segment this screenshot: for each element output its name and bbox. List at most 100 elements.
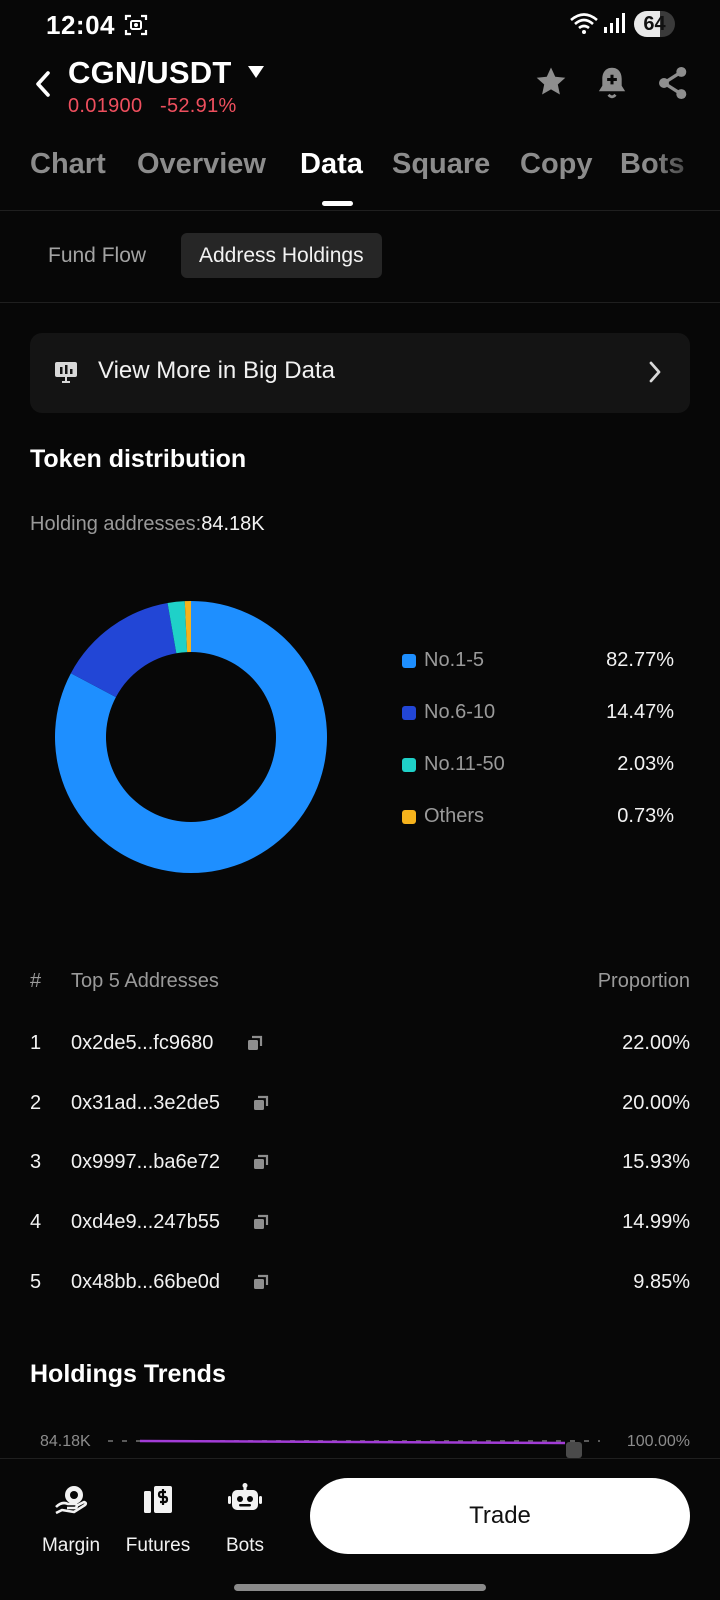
legend-swatch [402, 810, 416, 824]
view-big-data-card[interactable]: View More in Big Data [30, 333, 690, 413]
legend-value: 0.73% [617, 805, 674, 827]
holding-addresses: Holding addresses:84.18K [30, 513, 265, 536]
battery-fill [634, 11, 661, 37]
battery-indicator: 64 [634, 11, 675, 37]
futures-icon [144, 1486, 172, 1513]
table-row: 4 0xd4e9...247b55 14.99% [0, 1211, 720, 1241]
trend-series-line [139, 1439, 566, 1445]
copy-icon[interactable] [252, 1153, 270, 1171]
nav-futures[interactable]: Futures [113, 1483, 203, 1563]
address-value: 0xd4e9...247b55 [71, 1211, 221, 1233]
tabs-divider [0, 210, 720, 211]
legend-value: 82.77% [606, 649, 674, 671]
legend-swatch [402, 706, 416, 720]
legend-row-top6-10: No.6-10 14.47% [402, 698, 674, 728]
address-rank: 1 [30, 1032, 42, 1054]
copy-icon[interactable] [252, 1213, 270, 1231]
battery-level: 64 [643, 13, 666, 35]
share-icon[interactable] [656, 65, 690, 101]
legend-label: No.1-5 [424, 649, 485, 671]
tab-data[interactable]: Data [300, 148, 363, 180]
legend-row-others: Others 0.73% [402, 802, 674, 832]
address-value: 0x9997...ba6e72 [71, 1151, 221, 1173]
nav-bots-label: Bots [225, 1535, 265, 1556]
tabs-fade [650, 148, 720, 198]
table-row: 2 0x31ad...3e2de5 20.00% [0, 1092, 720, 1122]
table-header-address: Top 5 Addresses [71, 970, 219, 992]
tab-overview[interactable]: Overview [137, 148, 266, 180]
nav-futures-label: Futures [125, 1535, 191, 1556]
table-header-proportion: Proportion [597, 970, 690, 992]
legend-label: No.6-10 [424, 701, 496, 723]
caret-down-icon[interactable] [247, 65, 265, 79]
address-proportion: 20.00% [622, 1092, 690, 1114]
pair-change: -52.91% [160, 95, 237, 117]
pair-header: CGN/USDT 0.01900 -52.91% [0, 55, 720, 125]
nav-margin-label: Margin [41, 1535, 101, 1556]
address-rank: 2 [30, 1092, 42, 1114]
legend-label: Others [424, 805, 485, 827]
bots-icon [228, 1483, 262, 1510]
trade-button[interactable]: Trade [310, 1478, 690, 1554]
address-rank: 5 [30, 1271, 42, 1293]
holdings-trend-chart [108, 1439, 600, 1458]
tab-square[interactable]: Square [392, 148, 491, 180]
address-proportion: 9.85% [633, 1271, 690, 1293]
nav-margin[interactable]: Margin [26, 1483, 116, 1563]
address-proportion: 22.00% [622, 1032, 690, 1054]
screen-capture-icon [124, 14, 148, 36]
token-distribution-donut [54, 601, 327, 873]
wifi-icon [570, 13, 598, 34]
bottom-action-bar: Margin Futures Bots Trade [0, 1458, 720, 1600]
trend-axis-left-label: 84.18K [40, 1433, 91, 1450]
token-distribution-title: Token distribution [30, 445, 247, 473]
nav-bots[interactable]: Bots [200, 1483, 290, 1563]
address-proportion: 14.99% [622, 1211, 690, 1233]
address-proportion: 15.93% [622, 1151, 690, 1173]
pair-title[interactable]: CGN/USDT [68, 55, 232, 90]
donut-slice-4 [184, 601, 191, 653]
main-tabs: Chart Overview Data Square Copy Bots [0, 148, 720, 210]
copy-icon[interactable] [246, 1034, 264, 1052]
signal-icon [604, 13, 625, 33]
margin-icon [55, 1486, 88, 1515]
pair-price: 0.01900 [68, 95, 143, 117]
copy-icon[interactable] [252, 1094, 270, 1112]
address-rank: 4 [30, 1211, 42, 1233]
donut-slice-2 [70, 603, 177, 698]
active-tab-indicator [322, 201, 353, 206]
home-indicator[interactable] [234, 1584, 486, 1591]
table-header-rank: # [30, 970, 42, 992]
alert-bell-icon[interactable] [595, 65, 629, 101]
copy-icon[interactable] [252, 1273, 270, 1291]
legend-row-top11-50: No.11-50 2.03% [402, 750, 674, 780]
view-big-data-label: View More in Big Data [98, 357, 335, 384]
subtabs-divider [0, 302, 720, 303]
tab-chart[interactable]: Chart [30, 148, 106, 180]
status-bar: 12:04 64 [0, 0, 720, 50]
donut-slice-3 [167, 601, 188, 654]
subtab-fund-flow[interactable]: Fund Flow [48, 244, 147, 267]
address-value: 0x2de5...fc9680 [71, 1032, 214, 1054]
holdings-trends-title: Holdings Trends [30, 1360, 226, 1388]
donut-slice-1 [54, 601, 327, 873]
address-rank: 3 [30, 1151, 42, 1173]
legend-value: 14.47% [606, 701, 674, 723]
chevron-right-icon [649, 361, 661, 383]
address-value: 0x31ad...3e2de5 [71, 1092, 221, 1114]
table-row: 1 0x2de5...fc9680 22.00% [0, 1032, 720, 1062]
tab-copy[interactable]: Copy [520, 148, 593, 180]
legend-row-top5: No.1-5 82.77% [402, 646, 674, 676]
status-time: 12:04 [46, 10, 115, 40]
holding-addresses-value: 84.18K [201, 513, 265, 535]
legend-label: No.11-50 [424, 753, 505, 775]
star-icon[interactable] [534, 65, 568, 99]
back-arrow-icon[interactable] [30, 67, 56, 101]
table-row: 3 0x9997...ba6e72 15.93% [0, 1151, 720, 1181]
legend-swatch [402, 654, 416, 668]
table-row: 5 0x48bb...66be0d 9.85% [0, 1271, 720, 1301]
holding-addresses-label: Holding addresses: [30, 513, 202, 535]
legend-swatch [402, 758, 416, 772]
trend-marker [566, 1442, 582, 1458]
subtab-address-holdings[interactable]: Address Holdings [181, 233, 382, 278]
